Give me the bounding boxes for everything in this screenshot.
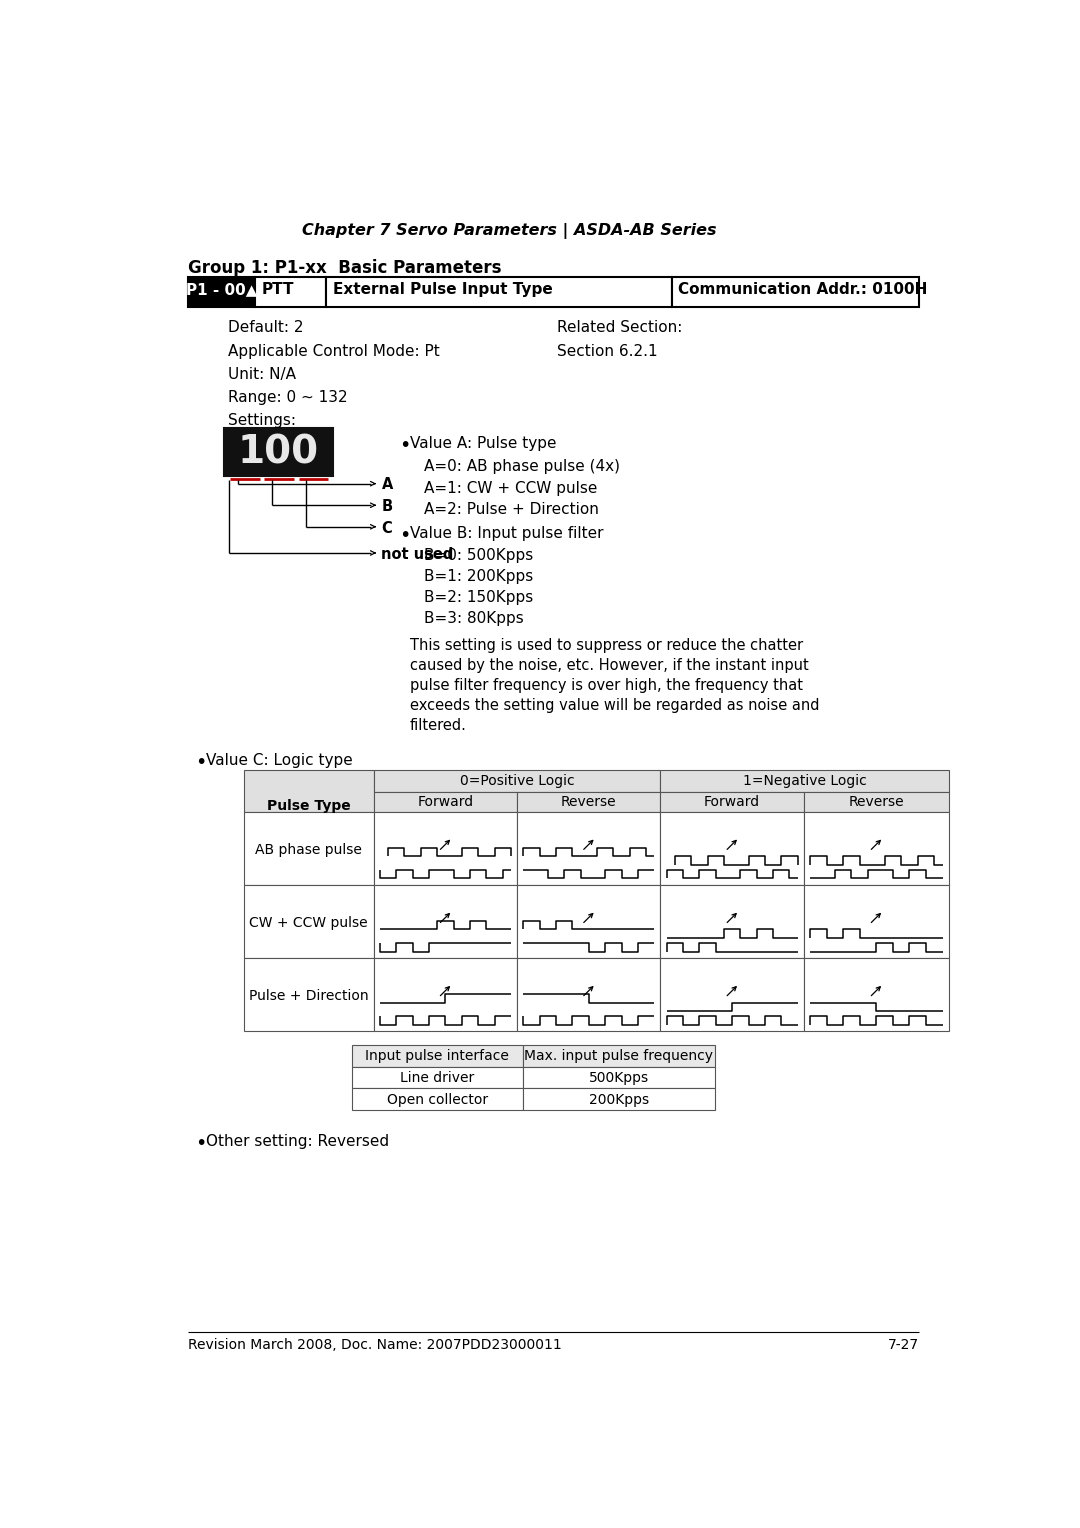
Text: P1 - 00▲: P1 - 00▲ [186,283,257,296]
Bar [326,277,672,307]
Bar [517,958,661,1031]
Text: not used: not used [381,547,454,562]
Text: Value C: Logic type: Value C: Logic type [206,753,353,769]
Bar [523,1045,715,1067]
Bar [243,770,374,811]
Bar [517,885,661,958]
Bar [374,958,517,1031]
Text: caused by the noise, etc. However, if the instant input: caused by the noise, etc. However, if th… [410,657,809,672]
Bar [352,1045,523,1067]
Bar [517,811,661,885]
Text: Default: 2: Default: 2 [228,321,303,336]
Bar [523,1067,715,1088]
Text: Line driver: Line driver [400,1071,474,1085]
Text: Other setting: Reversed: Other setting: Reversed [206,1134,390,1149]
Text: Value B: Input pulse filter: Value B: Input pulse filter [410,526,604,541]
Bar [188,277,255,307]
Bar [661,792,804,811]
Text: 7-27: 7-27 [888,1339,919,1352]
Bar [804,958,948,1031]
Text: Section 6.2.1: Section 6.2.1 [557,344,658,359]
Text: Open collector: Open collector [387,1093,488,1106]
Text: 0=Positive Logic: 0=Positive Logic [460,775,575,788]
Bar [374,770,661,792]
Bar [661,885,804,958]
Text: •: • [195,1134,207,1154]
Text: Forward: Forward [417,795,473,808]
Text: CW + CCW pulse: CW + CCW pulse [249,915,368,931]
Text: This setting is used to suppress or reduce the chatter: This setting is used to suppress or redu… [410,637,804,652]
Bar [374,811,517,885]
Bar [661,811,804,885]
Text: A=0: AB phase pulse (4x): A=0: AB phase pulse (4x) [424,458,620,474]
Bar [374,792,517,811]
Text: External Pulse Input Type: External Pulse Input Type [333,283,552,296]
Text: pulse filter frequency is over high, the frequency that: pulse filter frequency is over high, the… [410,678,804,692]
Text: •: • [400,526,410,545]
Text: 200Kpps: 200Kpps [589,1093,649,1106]
Text: filtered.: filtered. [410,718,467,733]
Text: A=1: CW + CCW pulse: A=1: CW + CCW pulse [424,481,597,495]
Text: 1=Negative Logic: 1=Negative Logic [743,775,866,788]
Text: B=1: 200Kpps: B=1: 200Kpps [424,568,534,584]
Bar [352,1067,523,1088]
Text: Input pulse interface: Input pulse interface [365,1048,509,1063]
Text: Pulse Type: Pulse Type [267,799,351,813]
Text: •: • [400,435,410,455]
Bar [523,1088,715,1109]
Bar [225,428,333,475]
Text: Related Section:: Related Section: [557,321,683,336]
Text: Reverse: Reverse [561,795,617,808]
Text: A=2: Pulse + Direction: A=2: Pulse + Direction [424,503,599,516]
Text: B=0: 500Kpps: B=0: 500Kpps [424,549,534,564]
Text: Settings:: Settings: [228,413,296,428]
Bar [243,958,374,1031]
Text: C: C [381,521,392,536]
Text: Unit: N/A: Unit: N/A [228,367,296,382]
Text: Group 1: P1-xx  Basic Parameters: Group 1: P1-xx Basic Parameters [188,258,501,277]
Text: 500Kpps: 500Kpps [589,1071,649,1085]
Bar [661,770,948,792]
Text: Forward: Forward [704,795,760,808]
Text: •: • [195,753,207,772]
Text: 100: 100 [238,434,319,472]
Bar [255,277,326,307]
Bar [804,811,948,885]
Text: Max. input pulse frequency: Max. input pulse frequency [524,1048,713,1063]
Text: PTT: PTT [261,283,294,296]
Bar [804,792,948,811]
Text: B: B [381,500,392,513]
Bar [517,792,661,811]
Text: exceeds the setting value will be regarded as noise and: exceeds the setting value will be regard… [410,698,820,712]
Text: Applicable Control Mode: Pt: Applicable Control Mode: Pt [228,344,440,359]
Text: Communication Addr.: 0100H: Communication Addr.: 0100H [678,283,928,296]
Text: Pulse + Direction: Pulse + Direction [248,989,368,1004]
Bar [374,885,517,958]
Text: Value A: Pulse type: Value A: Pulse type [410,435,556,451]
Text: B=2: 150Kpps: B=2: 150Kpps [424,590,534,605]
Text: AB phase pulse: AB phase pulse [255,843,362,857]
Bar [243,885,374,958]
Text: A: A [381,477,393,492]
Text: Chapter 7 Servo Parameters | ASDA-AB Series: Chapter 7 Servo Parameters | ASDA-AB Ser… [301,223,716,240]
Bar [352,1088,523,1109]
Bar [672,277,919,307]
Text: Range: 0 ~ 132: Range: 0 ~ 132 [228,390,348,405]
Bar [243,811,374,885]
Text: Revision March 2008, Doc. Name: 2007PDD23000011: Revision March 2008, Doc. Name: 2007PDD2… [188,1339,562,1352]
Text: B=3: 80Kpps: B=3: 80Kpps [424,611,524,625]
Bar [661,958,804,1031]
Bar [804,885,948,958]
Text: Reverse: Reverse [849,795,904,808]
